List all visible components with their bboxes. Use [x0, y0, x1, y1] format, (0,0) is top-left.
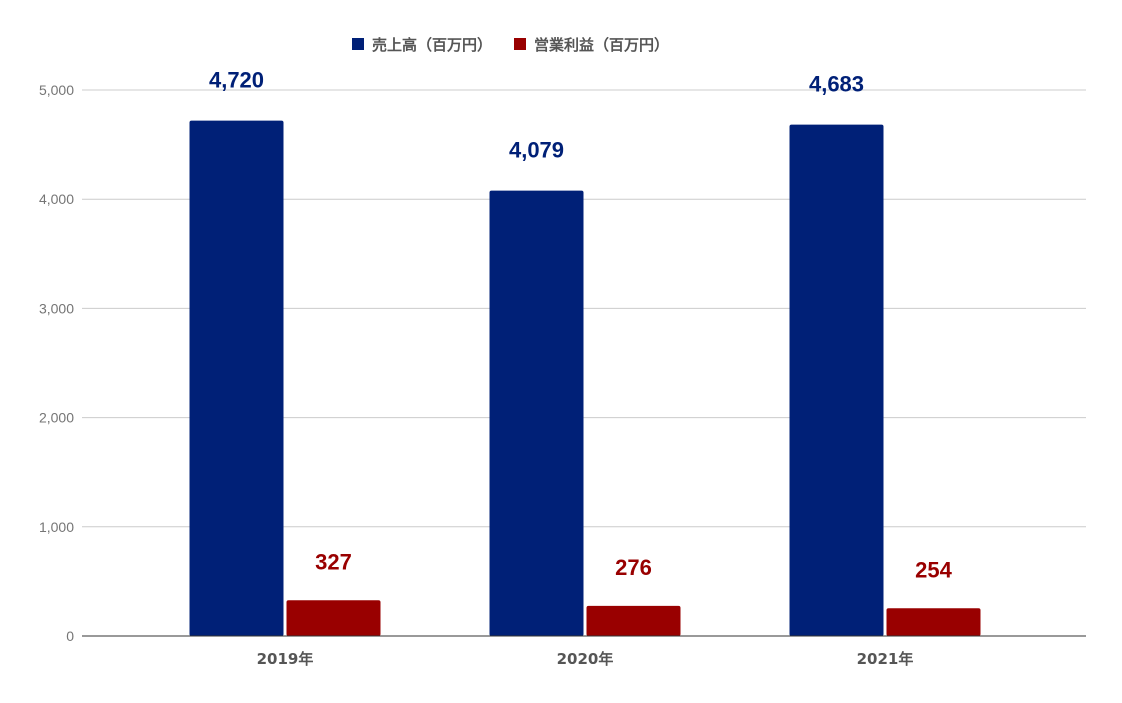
- data-label-profit-2020: 276: [615, 555, 652, 580]
- bar-sales-2019: [189, 120, 284, 637]
- bar-sales-2020: [489, 190, 584, 637]
- x-tick-label-2021: 2021年: [857, 650, 914, 668]
- legend-item-sales: 売上高（百万円）: [352, 36, 492, 54]
- legend-item-operating-profit: 営業利益（百万円）: [514, 36, 669, 54]
- y-tick-label-3000: 3,000: [39, 300, 74, 316]
- legend-swatch-sales: [352, 38, 364, 50]
- y-axis: 0 1,000 2,000 3,000 4,000 5,000: [39, 82, 74, 644]
- x-axis: 2019年 2020年 2021年: [257, 650, 914, 668]
- legend-label-operating-profit: 営業利益（百万円）: [534, 36, 669, 54]
- legend: 売上高（百万円） 営業利益（百万円）: [352, 36, 669, 54]
- bar-sales-2021: [789, 124, 884, 637]
- legend-label-sales: 売上高（百万円）: [372, 36, 492, 54]
- legend-swatch-operating-profit: [514, 38, 526, 50]
- data-label-profit-2021: 254: [915, 557, 952, 582]
- y-tick-label-1000: 1,000: [39, 519, 74, 535]
- bars: [189, 120, 981, 637]
- bar-profit-2020: [586, 605, 681, 636]
- data-label-profit-2019: 327: [315, 549, 352, 574]
- x-tick-label-2020: 2020年: [557, 650, 614, 668]
- y-tick-label-2000: 2,000: [39, 410, 74, 426]
- data-label-sales-2021: 4,683: [809, 72, 864, 97]
- y-tick-label-0: 0: [66, 628, 74, 644]
- data-label-sales-2019: 4,720: [209, 68, 264, 93]
- bar-profit-2021: [886, 608, 981, 636]
- data-labels: 4,720 4,079 4,683 327 276 254: [209, 68, 953, 583]
- x-tick-label-2019: 2019年: [257, 650, 314, 668]
- data-label-sales-2020: 4,079: [509, 138, 564, 163]
- y-tick-label-4000: 4,000: [39, 191, 74, 207]
- bar-profit-2019: [286, 600, 381, 636]
- y-tick-label-5000: 5,000: [39, 82, 74, 98]
